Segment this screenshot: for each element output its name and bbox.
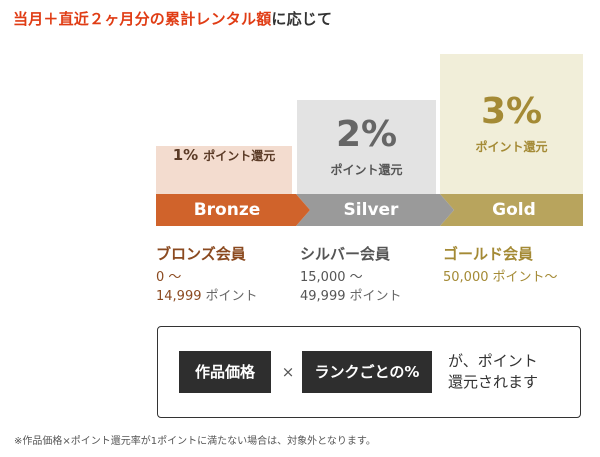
silver-range-unit: ポイント bbox=[349, 289, 402, 304]
formula-result-line1: が、ポイント bbox=[448, 352, 538, 370]
formula-term-rank-rate: ランクごとの% bbox=[302, 351, 432, 393]
gold-band-label: Gold bbox=[492, 200, 536, 220]
formula-result-line2: 還元されます bbox=[448, 373, 539, 391]
bronze-rate-label: ポイント還元 bbox=[203, 149, 276, 163]
silver-member-info: シルバー会員 15,000 ～ 49,999 ポイント bbox=[300, 243, 402, 306]
silver-range-from: 15,000 ～ bbox=[300, 270, 363, 285]
bronze-member-name: ブロンズ会員 bbox=[156, 245, 246, 263]
footnote: ※作品価格×ポイント還元率が1ポイントに満たない場合は、対象外となります。 bbox=[14, 436, 376, 447]
headline-accent: 当月＋直近２ヶ月分の累計レンタル額 bbox=[13, 10, 272, 28]
silver-member-name: シルバー会員 bbox=[300, 245, 391, 263]
bronze-range-unit: ポイント bbox=[205, 289, 258, 304]
silver-band-label: Silver bbox=[343, 200, 399, 220]
bronze-band-label: Bronze bbox=[193, 200, 261, 220]
bronze-range-to: 14,999 bbox=[156, 289, 202, 304]
silver-rate-box: 2% ポイント還元 bbox=[297, 100, 436, 194]
gold-chevron bbox=[440, 194, 583, 226]
gold-rate-label: ポイント還元 bbox=[475, 139, 548, 154]
gold-member-info: ゴールド会員 50,000 ポイント～ bbox=[443, 243, 558, 287]
gold-member-name: ゴールド会員 bbox=[443, 245, 534, 263]
gold-rate-box: 3% ポイント還元 bbox=[440, 54, 583, 194]
silver-chevron bbox=[296, 194, 454, 226]
rank-band bbox=[156, 194, 583, 226]
bronze-rate-box: 1% ポイント還元 bbox=[156, 146, 292, 194]
formula-result: が、ポイント 還元されます bbox=[448, 351, 538, 393]
silver-rate-label: ポイント還元 bbox=[330, 162, 403, 177]
formula-term-price: 作品価格 bbox=[179, 351, 271, 393]
gold-range-from: 50,000 bbox=[443, 270, 489, 285]
headline-rest: に応じて bbox=[271, 10, 333, 28]
gold-rate: 3% bbox=[480, 90, 543, 132]
silver-range-to: 49,999 bbox=[300, 289, 346, 304]
formula-box: 作品価格 × ランクごとの% が、ポイント 還元されます bbox=[157, 326, 581, 418]
bronze-range-from: 0 ～ bbox=[156, 270, 182, 285]
headline: 当月＋直近２ヶ月分の累計レンタル額に応じて bbox=[13, 8, 332, 29]
silver-rate: 2% bbox=[335, 113, 398, 155]
gold-range-unit: ポイント～ bbox=[492, 270, 558, 285]
bronze-rate: 1% bbox=[172, 146, 199, 164]
bronze-chevron bbox=[156, 194, 310, 226]
multiply-operator: × bbox=[281, 363, 295, 381]
bronze-member-info: ブロンズ会員 0 ～ 14,999 ポイント bbox=[156, 243, 258, 306]
